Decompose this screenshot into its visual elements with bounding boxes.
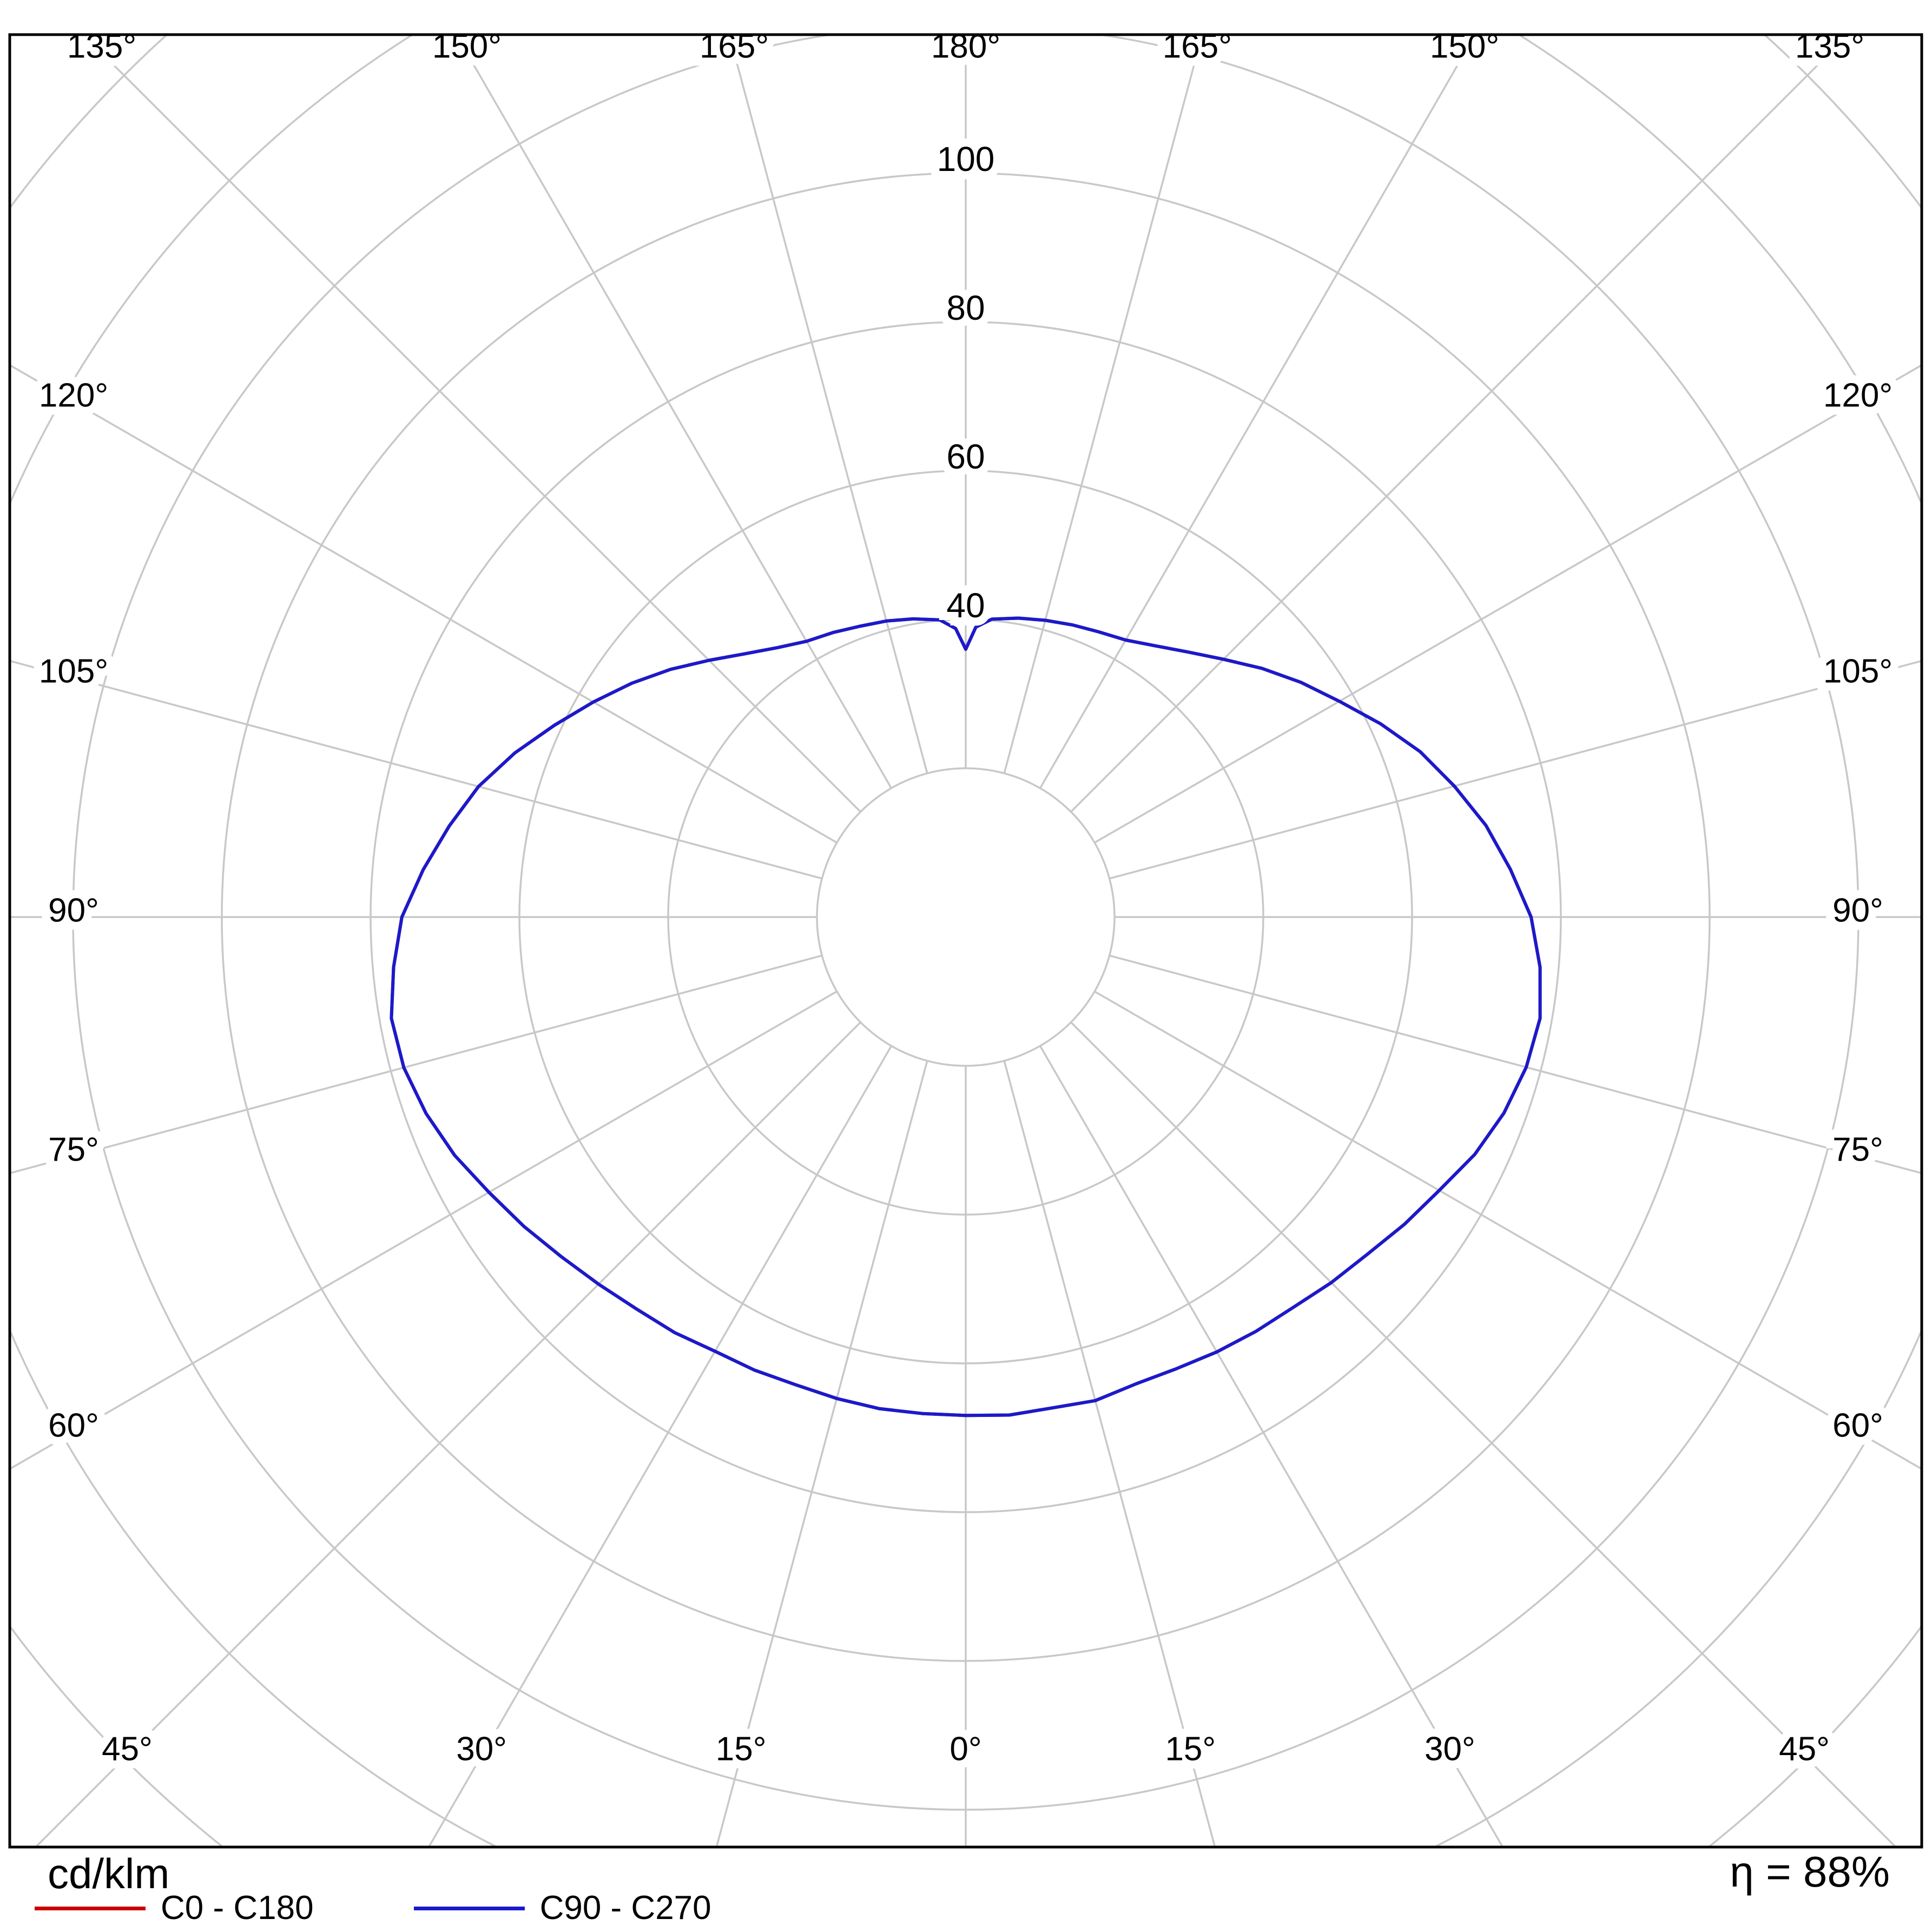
angle-label-30: 30° [1425, 1731, 1475, 1768]
legend-label-c0-c180: C0 - C180 [161, 1889, 314, 1927]
angle-label-30: 30° [456, 1731, 507, 1768]
angle-label-60: 60° [1832, 1407, 1883, 1445]
legend-swatch-c0-c180 [35, 1906, 146, 1910]
ring-label-60: 60 [946, 437, 985, 476]
efficiency-label: η = 88% [1730, 1848, 1890, 1896]
angle-label-15: 15° [1165, 1731, 1216, 1768]
angle-label-90: 90° [48, 892, 99, 929]
legend-label-c90-c270: C90 - C270 [539, 1889, 711, 1927]
angle-label-75: 75° [48, 1131, 99, 1168]
angle-label-105: 105° [1823, 653, 1893, 690]
units-label: cd/klm [48, 1850, 170, 1897]
angle-label-0: 0° [949, 1731, 981, 1768]
angle-label-45: 45° [1779, 1731, 1830, 1768]
angle-label-180: 180° [931, 28, 1000, 65]
angle-label-150: 150° [1430, 28, 1499, 65]
angle-label-90: 90° [1832, 892, 1883, 929]
angle-label-60: 60° [48, 1407, 99, 1445]
angle-label-120: 120° [39, 377, 108, 414]
ring-label-40: 40 [946, 586, 985, 625]
angle-label-120: 120° [1823, 377, 1893, 414]
ring-label-80: 80 [946, 288, 985, 327]
angle-label-105: 105° [39, 653, 108, 690]
angle-label-75: 75° [1832, 1131, 1883, 1168]
ring-label-100: 100 [937, 140, 995, 179]
legend: C0 - C180 C90 - C270 [35, 1891, 711, 1925]
angle-label-15: 15° [716, 1731, 767, 1768]
legend-swatch-c90-c270 [413, 1906, 525, 1910]
angle-label-45: 45° [102, 1731, 153, 1768]
